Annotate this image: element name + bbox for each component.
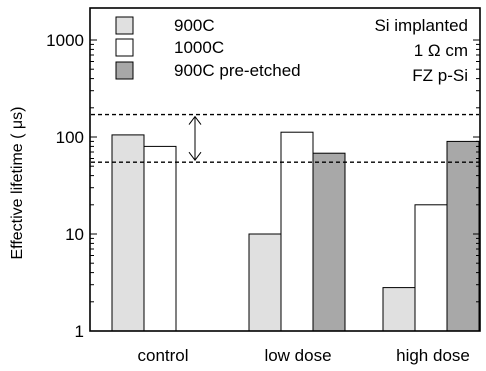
legend-label: 1000C (174, 38, 224, 57)
y-tick-label: 100 (56, 128, 84, 147)
bar-control-series-1 (111, 134, 145, 332)
bar-high-dose-series-2 (414, 204, 448, 332)
legend: 900C 1000C 900C pre-etched (115, 16, 301, 80)
reference-lines (91, 113, 479, 163)
annotation-label: 1 Ω cm (414, 41, 468, 60)
legend-swatch (115, 38, 134, 57)
arrow-head-down (188, 151, 202, 162)
y-tick-label: 10 (65, 225, 84, 244)
x-category-label: low dose (264, 346, 331, 365)
y-axis-title: Effective lifetime ( μs) (9, 107, 26, 260)
bar-control-series-2 (143, 145, 177, 332)
x-axis-labels: control low dose high dose (137, 346, 469, 365)
bar-low-dose-series-3 (312, 152, 346, 332)
arrow-head-up (188, 115, 202, 125)
annotation-label: Si implanted (374, 16, 468, 35)
bar-low-dose-series-1 (248, 233, 282, 332)
plot-frame (89, 7, 481, 332)
legend-label: 900C pre-etched (174, 61, 301, 80)
y-tick-label: 1 (75, 322, 84, 341)
bar-high-dose-series-3 (446, 140, 480, 332)
bars (111, 131, 480, 332)
x-category-label: high dose (396, 346, 470, 365)
range-arrow (188, 115, 202, 162)
legend-swatch (115, 16, 134, 35)
y-axis-ticks: 1 10 100 1000 (46, 31, 480, 341)
bar-high-dose-series-1 (382, 287, 416, 332)
annotation-text: Si implanted 1 Ω cm FZ p-Si (374, 16, 468, 85)
x-category-label: control (137, 346, 188, 365)
y-tick-label: 1000 (46, 31, 84, 50)
legend-swatch (115, 61, 134, 80)
legend-label: 900C (174, 16, 215, 35)
annotation-label: FZ p-Si (412, 66, 468, 85)
